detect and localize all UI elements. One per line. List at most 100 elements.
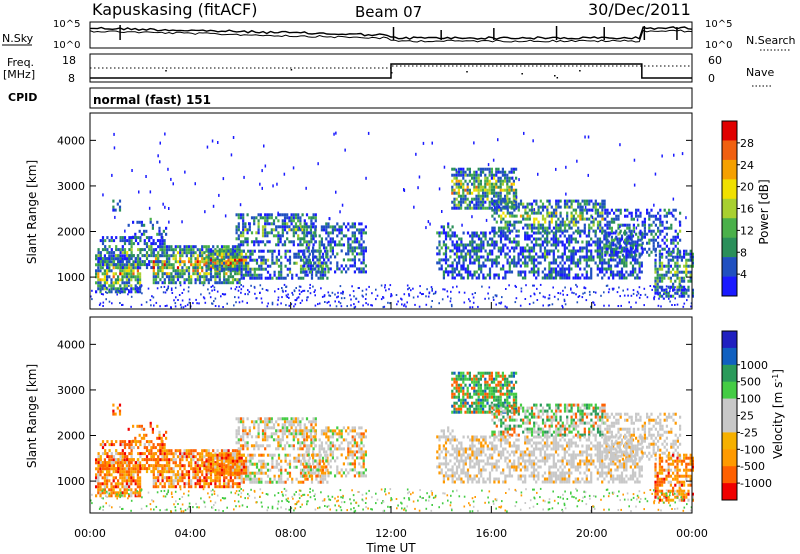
velocity-cell (161, 452, 164, 456)
velocity-cell (198, 455, 202, 459)
power-cell (658, 249, 661, 253)
power-cell (603, 237, 606, 241)
power-scatter (678, 220, 681, 224)
power-noise (152, 296, 155, 299)
power-cell (563, 267, 566, 271)
power-noise (626, 288, 629, 291)
power-cell (515, 234, 518, 238)
power-cell (563, 252, 566, 256)
velocity-cell (163, 464, 166, 468)
power-cell (679, 238, 682, 242)
power-scatter (636, 218, 639, 222)
power-cell (104, 257, 107, 261)
power-cell (668, 211, 671, 215)
power-cell (613, 238, 616, 242)
power-cell (288, 255, 292, 259)
power-cell (455, 252, 459, 256)
power-noise (410, 289, 412, 292)
velocity-cell (115, 467, 118, 471)
power-cell (581, 229, 584, 233)
power-cell (506, 182, 509, 186)
power-cell (451, 167, 454, 171)
power-cell (618, 240, 621, 244)
power-cell (626, 241, 629, 245)
power-cell (501, 188, 504, 192)
power-cell (97, 251, 100, 255)
power-cell (451, 270, 454, 274)
power-cell (563, 234, 566, 238)
power-noise (682, 294, 684, 297)
velocity-cell (119, 482, 122, 486)
velocity-cell (157, 473, 160, 477)
power-cell (517, 202, 520, 206)
power-noise (671, 304, 673, 306)
power-cell (139, 236, 142, 240)
power-cell (524, 223, 527, 227)
power-cell (512, 203, 515, 207)
power-scatter (168, 220, 170, 224)
power-cell (609, 270, 613, 274)
power-cell (587, 255, 591, 259)
velocity-cell (115, 470, 118, 474)
power-cell (515, 240, 518, 244)
power-cell (674, 279, 677, 283)
power-cell (159, 245, 162, 249)
power-cell (134, 275, 137, 279)
power-cell (321, 273, 325, 277)
power-cell (543, 276, 547, 280)
power-cell (338, 243, 341, 247)
power-noise (403, 293, 406, 296)
power-noise (186, 303, 189, 306)
power-cell (632, 250, 635, 254)
power-cell (601, 199, 604, 203)
power-cell (501, 167, 504, 171)
power-noise (277, 299, 279, 302)
power-cell (227, 267, 230, 271)
power-cell (329, 267, 332, 271)
power-cell (497, 234, 500, 238)
power-cell (464, 206, 467, 210)
velocity-cell (229, 485, 232, 489)
power-cell (554, 273, 558, 277)
velocity-cell (194, 476, 197, 480)
velocity-cell (112, 488, 115, 492)
power-cell (320, 237, 323, 241)
velocity-cell (119, 488, 122, 492)
velocity-cell (123, 446, 127, 450)
power-cell (619, 238, 622, 242)
power-cell (500, 226, 503, 230)
power-cell (486, 167, 489, 171)
power-cell (495, 167, 498, 171)
power-cell (101, 263, 105, 267)
power-noise (259, 284, 262, 287)
power-cell (139, 257, 142, 261)
power-cell (444, 237, 448, 241)
power-cell (312, 237, 315, 241)
power-cell (362, 252, 365, 256)
power-cell (493, 185, 496, 189)
power-cell (543, 249, 547, 253)
power-cell (471, 173, 474, 177)
power-noise (425, 303, 428, 306)
power-cell (615, 229, 618, 233)
power-cell (482, 234, 485, 238)
power-cell (484, 176, 487, 180)
velocity-cell (161, 449, 164, 453)
power-cell (440, 231, 443, 235)
power-cell (220, 264, 223, 268)
power-cell (161, 242, 164, 246)
power-cell (561, 270, 564, 274)
power-cell (438, 261, 441, 265)
power-cell (502, 276, 505, 280)
power-noise (297, 296, 300, 299)
velocity-cell (198, 482, 202, 486)
power-cell (447, 264, 450, 268)
power-cell (554, 243, 558, 247)
power-cell (667, 291, 670, 295)
power-cell (101, 272, 104, 276)
power-cell (292, 216, 295, 220)
power-cell (543, 231, 547, 235)
power-cell (607, 267, 610, 271)
power-cell (125, 284, 128, 288)
